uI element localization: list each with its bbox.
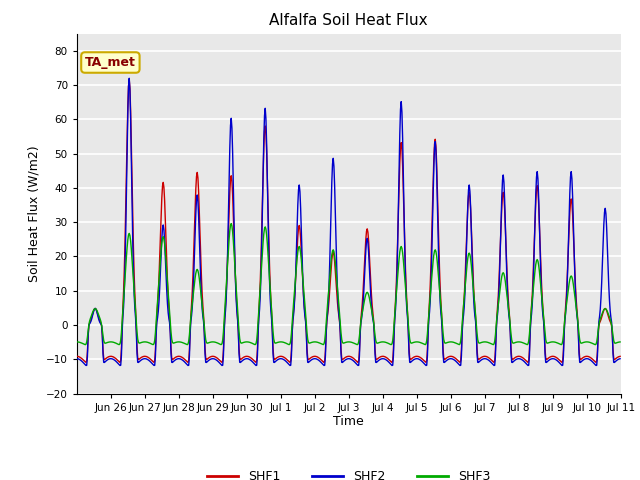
Legend: SHF1, SHF2, SHF3: SHF1, SHF2, SHF3 bbox=[202, 465, 495, 480]
Title: Alfalfa Soil Heat Flux: Alfalfa Soil Heat Flux bbox=[269, 13, 428, 28]
X-axis label: Time: Time bbox=[333, 415, 364, 429]
Y-axis label: Soil Heat Flux (W/m2): Soil Heat Flux (W/m2) bbox=[28, 145, 40, 282]
Text: TA_met: TA_met bbox=[85, 56, 136, 69]
